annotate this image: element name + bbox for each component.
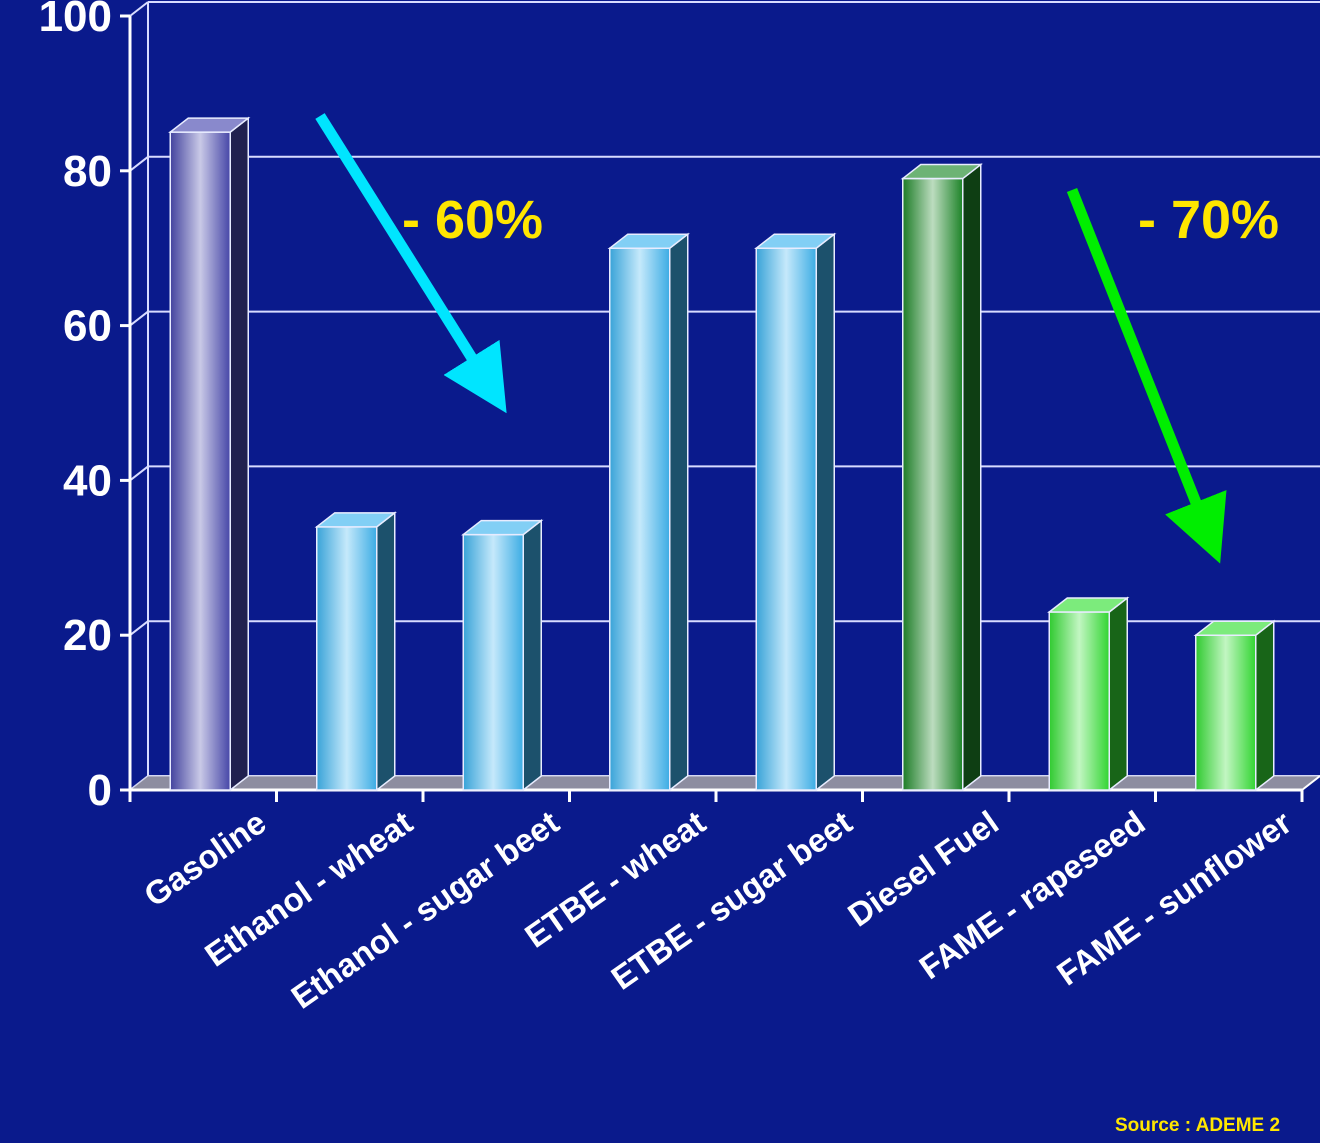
gridline-side <box>129 310 149 327</box>
bar <box>168 116 251 792</box>
gridline-side <box>129 156 149 172</box>
y-tick-label: 60 <box>63 302 112 351</box>
bar-front <box>902 177 964 791</box>
bar-front <box>609 247 671 791</box>
y-tick-label: 40 <box>63 456 112 505</box>
annotation-60-label: - 60% <box>402 190 543 250</box>
y-tick-label: 80 <box>63 147 112 196</box>
bar-side <box>669 232 689 792</box>
annotation-70-label: - 70% <box>1138 190 1279 250</box>
bar <box>1047 596 1130 792</box>
grid <box>128 1 1320 791</box>
bar-front <box>316 526 378 791</box>
bar-top <box>754 233 837 249</box>
bar-front <box>169 131 231 791</box>
bar <box>461 519 544 792</box>
bar <box>900 163 983 792</box>
source-note: Source : ADEME 2 <box>1115 1115 1280 1136</box>
bar-top <box>900 163 983 180</box>
bar-top <box>1193 620 1276 636</box>
x-tick-label: FAME - sunflower <box>1050 803 1298 992</box>
bar-side <box>1255 619 1275 792</box>
bar <box>1193 619 1276 792</box>
bar-side <box>962 163 982 792</box>
gridline-side <box>129 620 149 636</box>
bar-front <box>1048 611 1110 791</box>
bar-side <box>815 232 835 792</box>
bar <box>607 232 690 792</box>
bar-top <box>461 519 544 536</box>
bar-side <box>1108 596 1128 792</box>
arrow-green <box>1066 187 1227 564</box>
x-tick-label: Gasoline <box>137 803 272 913</box>
bar <box>754 232 837 792</box>
chart-floor <box>128 775 1320 791</box>
annotation-60: - 60% <box>315 113 543 414</box>
annotation-70: - 70% <box>1066 187 1279 564</box>
bar-top <box>314 512 397 528</box>
x-tick-label: ETBE - sugar beet <box>604 803 858 996</box>
bar-top <box>1047 597 1130 613</box>
x-axis-edge <box>1301 775 1320 791</box>
axes <box>120 14 1320 802</box>
bars <box>168 116 1276 792</box>
x-tick-label: Ethanol - sugar beet <box>284 803 565 1015</box>
bar-side <box>229 116 249 792</box>
bar-front <box>1195 634 1257 791</box>
bar-front <box>755 247 817 791</box>
bar-side <box>376 511 396 792</box>
bar-top <box>168 117 251 133</box>
bar-front <box>462 533 524 791</box>
bar <box>314 511 397 792</box>
y-tick-label: 0 <box>88 766 112 815</box>
arrow-cyan <box>315 113 507 414</box>
gridline-side <box>129 1 149 17</box>
y-tick-label: 20 <box>63 611 112 660</box>
y-tick-label: 100 <box>39 0 112 41</box>
bar-side <box>522 519 542 792</box>
gridline-side <box>129 465 149 482</box>
bar-top <box>607 233 690 249</box>
